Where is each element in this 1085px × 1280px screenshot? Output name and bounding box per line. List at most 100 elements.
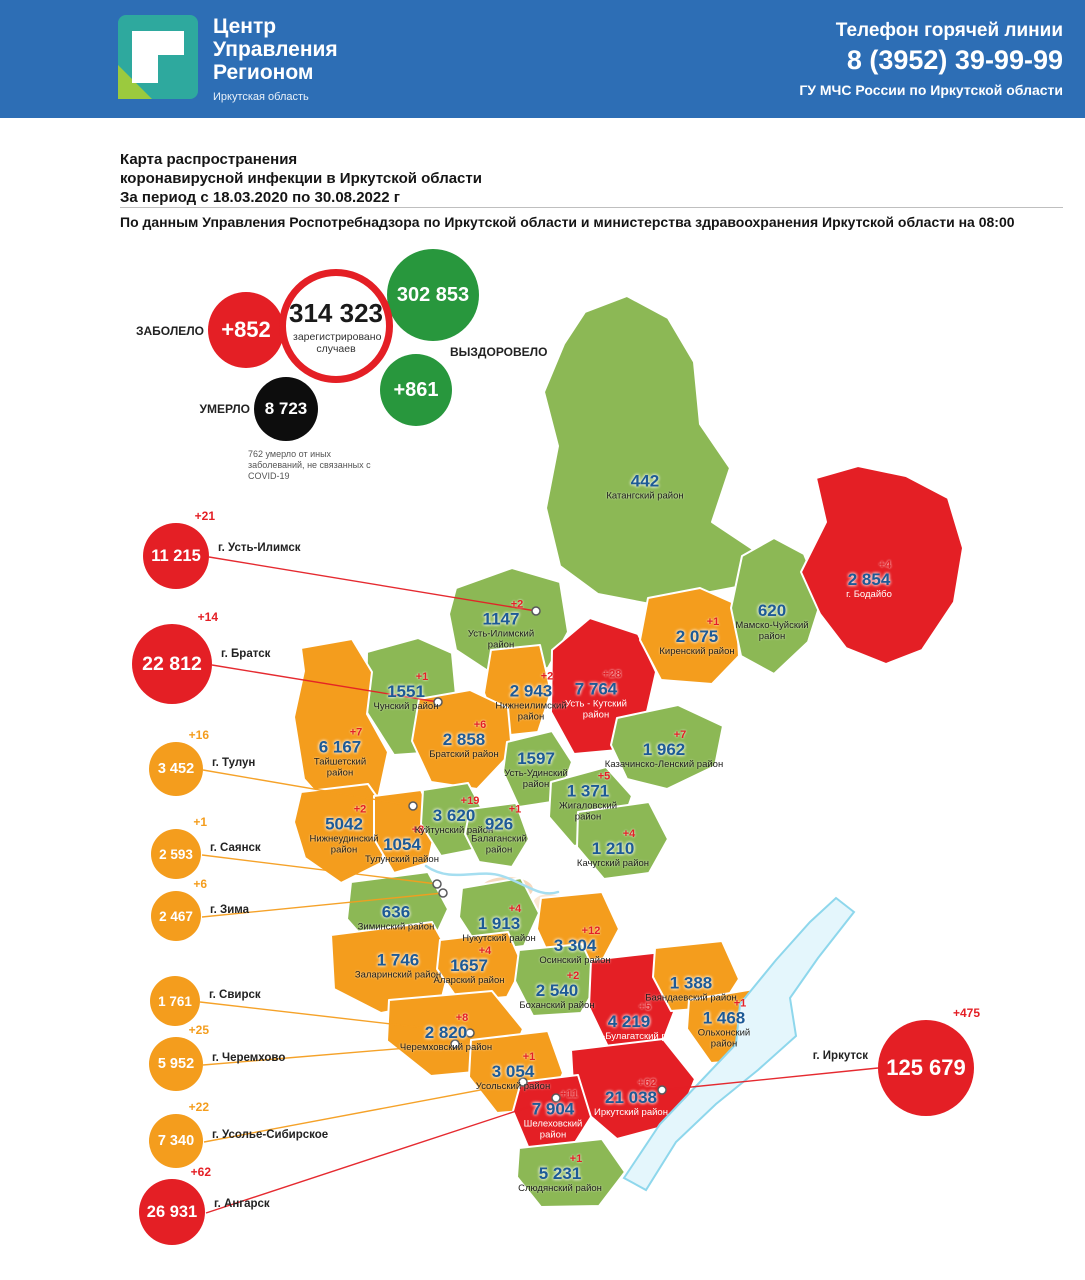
district-label-nizhneudinsky: +2 5042 Нижнеудинский район [304, 804, 384, 856]
header-bar: Центр Управления Регионом Иркутская обла… [0, 0, 1085, 118]
district-value: 4 219 [607, 1011, 651, 1031]
district-label-kazachinsko-lensky: +7 1 962 Казачинско-Ленский район [605, 729, 723, 771]
district-label-bayandaevsky: 1 388 Баяндаевский район [645, 974, 737, 1004]
district-value: 1054 [383, 834, 421, 854]
district-shape-bokhansky [514, 943, 600, 1017]
city-value-circle: 26 931 [139, 1179, 205, 1245]
district-name: Балаганский район [471, 833, 527, 855]
page-title: Карта распространения коронавирусной инф… [120, 151, 482, 206]
district-delta: +8 [455, 1011, 469, 1024]
district-value: 1 913 [477, 913, 521, 933]
city-delta: +25 [188, 1023, 209, 1037]
district-shape-bratsky [411, 689, 513, 790]
district-name: Шелеховский район [523, 1118, 583, 1140]
district-shape-nizhneudinsky [293, 783, 393, 884]
city-delta: +6 [193, 877, 207, 891]
district-name: Эхирит-Булагатский район [570, 1030, 688, 1042]
district-value: 3 054 [491, 1061, 535, 1081]
logo-subtitle: Иркутская область [213, 91, 309, 103]
district-value: 442 [630, 471, 660, 491]
district-value: 1657 [450, 955, 488, 975]
district-delta: +28 [602, 668, 622, 681]
city-name: г. Тулун [212, 756, 256, 769]
district-delta: +5 [638, 1000, 652, 1013]
district-label-kirensky: +1 2 075 Киренский район [659, 616, 734, 658]
district-value: 2 540 [535, 980, 579, 1000]
city-name: г. Ангарск [214, 1198, 270, 1211]
district-label-kuytunsky: +19 3 620 Куйтунский район [415, 795, 494, 837]
district-name: Братский район [429, 748, 499, 760]
lake-baikal [622, 896, 856, 1192]
district-label-usolsky: +1 3 054 Усольский район [475, 1051, 551, 1093]
district-label-ust-udinsky: 1597 Усть-Удинский район [496, 750, 576, 790]
city-callout-irkutsk: +475 125 679 г. Иркутск [813, 1006, 980, 1116]
district-name: Баяндаевский район [645, 992, 737, 1004]
district-label-taishetsky: +7 6 167 Тайшетский район [300, 727, 380, 779]
city-value-circle: 125 679 [878, 1020, 974, 1116]
city-value-circle: 2 593 [151, 829, 201, 879]
city-callout-bratsk: +14 22 812 г. Братск [132, 610, 270, 704]
district-value: 2 075 [675, 626, 719, 646]
city-callout-angarsk: +62 26 931 г. Ангарск [139, 1165, 270, 1245]
district-delta: +7 [349, 726, 363, 739]
city-value-circle: 2 467 [151, 891, 201, 941]
sick-delta-circle: +852 [208, 292, 284, 368]
district-name: Усть-Илимский район [467, 628, 535, 650]
registered-caption: зарегистрировано случаев [293, 330, 382, 355]
district-delta: +2 [566, 969, 580, 982]
died-total-circle: 8 723 [254, 377, 318, 441]
district-delta: +4 [478, 944, 492, 957]
district-delta: +1 [733, 997, 747, 1010]
district-delta: +4 [878, 558, 892, 571]
city-value-circle: 5 952 [149, 1037, 203, 1091]
city-callout-svirsk: 1 761 г. Свирск [150, 976, 261, 1026]
district-name: Чунский район [373, 700, 439, 712]
city-name: г. Иркутск [812, 1050, 868, 1063]
district-name: Аларский район [433, 974, 505, 986]
district-name: Иркутский район [594, 1106, 668, 1118]
district-label-irkutsky: +62 21 038 Иркутский район [594, 1077, 668, 1119]
city-leader-lines [199, 556, 879, 1214]
district-value: 1551 [387, 681, 425, 701]
district-shape-slyudyansky [516, 1138, 626, 1208]
city-delta: +14 [197, 610, 218, 624]
district-name: Нижнеилимский район [495, 700, 567, 722]
district-value: 2 854 [847, 569, 891, 589]
recovered-total-circle: 302 853 [387, 249, 479, 341]
district-delta: +1 [508, 803, 522, 816]
city-delta: +62 [190, 1165, 211, 1179]
district-name: Нукутский район [462, 932, 536, 944]
district-name: Осинский район [539, 954, 611, 966]
district-label-ust-kutsky: +28 7 764 Усть - Кутский район [556, 669, 636, 721]
district-delta: +12 [581, 924, 601, 937]
district-shape-balagansky [464, 802, 530, 868]
district-value: 7 904 [531, 1099, 575, 1119]
district-label-ziminsky: 636 Зиминский район [358, 903, 435, 933]
district-label-olkhonsky: +1 1 468 Ольхонский район [684, 998, 764, 1050]
city-value-circle: 7 340 [149, 1114, 203, 1168]
district-value: 3 304 [553, 935, 597, 955]
district-value: 1 962 [642, 739, 686, 759]
district-shape-kachugsky [576, 801, 669, 880]
district-name: Усольский район [475, 1080, 551, 1092]
district-delta: +11 [559, 1088, 579, 1101]
district-name: Жигаловский район [558, 800, 617, 822]
hotline-block: Телефон горячей линии 8 (3952) 39-99-99 … [799, 20, 1063, 98]
district-shape-nukutsky [458, 877, 540, 952]
district-label-ust-ilimsky: +2 1147 Усть-Илимский район [461, 599, 541, 651]
district-value: 926 [484, 814, 514, 834]
district-name: Боханский район [519, 999, 595, 1011]
district-value: 2 943 [509, 681, 553, 701]
city-callout-zima: +6 2 467 г. Зима [151, 877, 249, 941]
district-shape-alarsky [436, 931, 524, 1002]
died-note: 762 умерло от иных заболеваний, не связа… [248, 449, 371, 481]
city-delta: +16 [188, 728, 209, 742]
registered-total: 314 323 [289, 297, 383, 328]
district-label-shelekhovsky: +11 7 904 Шелеховский район [513, 1089, 593, 1141]
district-label-katangsky: 442 Катангский район [606, 472, 683, 502]
district-shape-kirensky [639, 587, 740, 685]
hotline-label: Телефон горячей линии [835, 20, 1063, 41]
city-callout-ust-ilimsk: +21 11 215 г. Усть-Илимск [143, 509, 301, 589]
district-name: Заларинский район [354, 969, 442, 981]
